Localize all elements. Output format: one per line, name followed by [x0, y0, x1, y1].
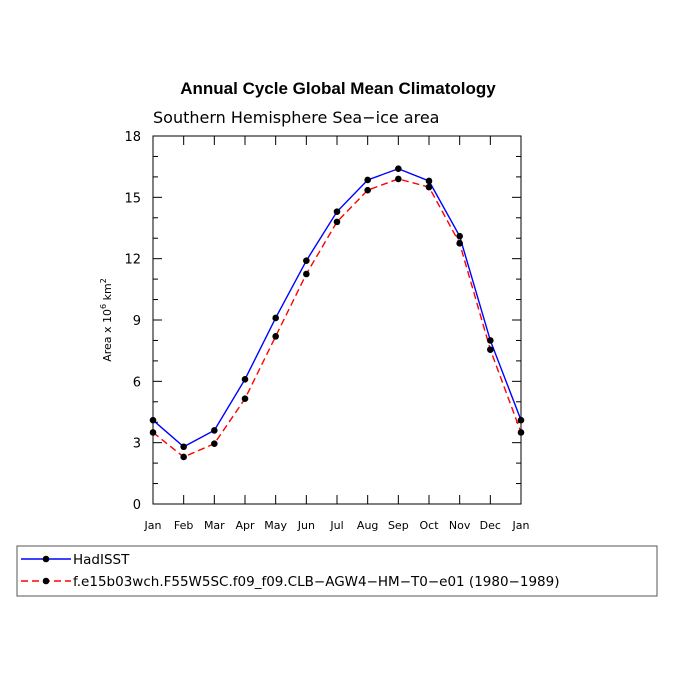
y-tick-label: 3 [133, 437, 141, 452]
x-tick-label: Feb [174, 519, 193, 532]
series-2-point [149, 429, 157, 436]
legend: HadISST f.e15b03wch.F55W5SC.f09_f09.CLB−A… [16, 545, 658, 597]
y-tick-label: 6 [133, 375, 141, 390]
series-layer [149, 165, 525, 461]
x-tick-label: Apr [235, 519, 255, 532]
x-tick-label: Mar [204, 519, 225, 532]
series-1-point [211, 427, 218, 434]
series-2-point [364, 186, 371, 194]
legend-label-1: HadISST [73, 552, 130, 568]
chart-title: Annual Cycle Global Mean Climatology [180, 79, 496, 98]
series-1-point [425, 177, 433, 185]
y-axis: 0 3 6 9 12 15 18 [124, 130, 521, 513]
series-1-point [303, 257, 310, 265]
series-1-point [149, 416, 157, 424]
series-1-point [395, 165, 402, 173]
series-2-point [425, 183, 433, 191]
series-2-point [180, 453, 187, 461]
series-2-point [241, 395, 249, 403]
series-2-point [517, 429, 525, 436]
x-tick-label: Jul [329, 519, 343, 532]
series-2-point [333, 218, 341, 226]
y-axis-label-prefix: Area x 10 [101, 309, 114, 362]
y-tick-label: 12 [124, 253, 141, 268]
series-1-point [364, 176, 371, 184]
series-2-point [395, 175, 402, 183]
chart-subtitle: Southern Hemisphere Sea−ice area [153, 108, 439, 127]
series-2-point [272, 333, 279, 340]
series-1-point [487, 337, 494, 344]
series-1-point [272, 314, 279, 322]
series-1-point [241, 375, 249, 383]
x-tick-label: Nov [449, 519, 471, 532]
y-tick-label: 15 [124, 191, 141, 206]
series-1-point [180, 443, 187, 451]
x-tick-label: May [264, 519, 287, 532]
legend-label-2: f.e15b03wch.F55W5SC.f09_f09.CLB−AGW4−HM−… [73, 574, 560, 590]
series-2-point [456, 240, 463, 247]
x-tick-label: Jan [144, 519, 162, 532]
x-tick-label: Sep [388, 519, 409, 532]
y-tick-label: 18 [124, 130, 141, 145]
series-2-point [303, 270, 310, 278]
y-tick-label: 0 [133, 498, 141, 513]
legend-marker-1 [42, 555, 50, 563]
series-1-point [517, 416, 525, 424]
y-axis-label-exp2: 2 [99, 278, 108, 283]
x-tick-label: Aug [357, 519, 378, 532]
legend-box [16, 545, 658, 597]
x-tick-label: Jan [512, 519, 530, 532]
x-tick-label: Jun [297, 519, 315, 532]
x-tick-label: Dec [480, 519, 501, 532]
y-axis-label-unit: km [101, 283, 114, 304]
x-tick-label: Oct [419, 519, 439, 532]
series-2-point [211, 440, 218, 447]
y-axis-label: Area x 106 km2 [99, 278, 114, 362]
series-1-point [333, 208, 341, 215]
y-tick-label: 9 [133, 314, 141, 329]
series-1-point [456, 232, 463, 240]
x-axis: Jan Feb Mar Apr May Jun Jul Aug Sep Oct Nov Dec Jan [144, 136, 530, 532]
legend-marker-2 [42, 577, 50, 585]
y-axis-label-exp1: 6 [99, 304, 108, 309]
series-2-point [487, 346, 494, 353]
